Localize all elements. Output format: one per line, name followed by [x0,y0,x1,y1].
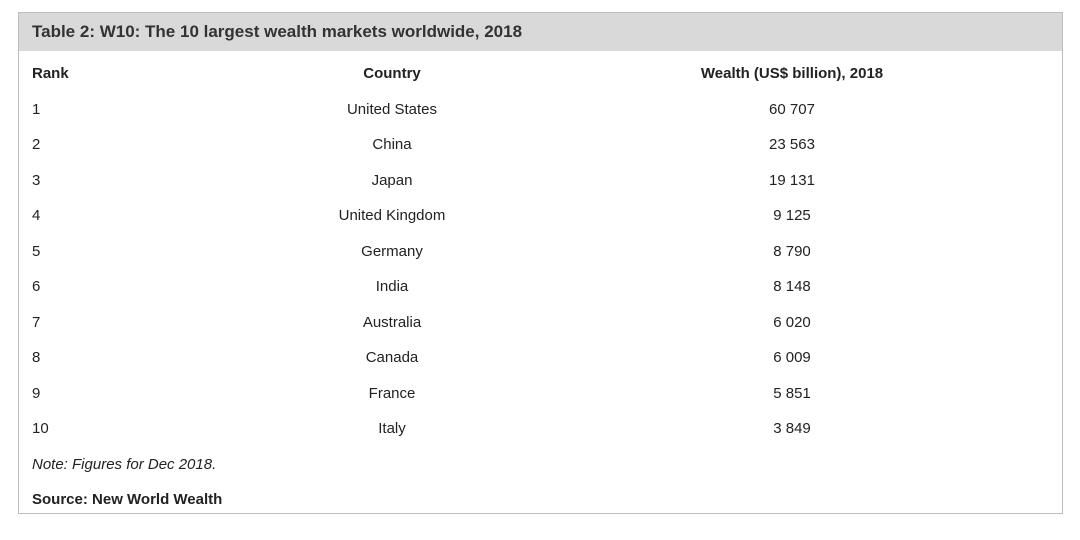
table-cell: 60 707 [769,100,815,118]
table-cell: India [375,278,409,295]
table-cell: France [368,384,416,402]
table-cell: Germany [361,242,423,260]
table-cell: 5 851 [773,384,811,402]
table-cell: 8 [32,349,41,366]
table-cell: 6 [32,278,41,295]
table-note: Note: Figures for Dec 2018. [32,455,217,473]
table-cell: 10 [32,420,49,437]
table-cell: 3 849 [773,420,811,437]
column-header: Country [363,65,421,82]
table-cell: 4 [32,207,41,224]
table-cell: 8 148 [773,278,811,295]
column-header: Wealth (US$ billion), 2018 [700,65,884,82]
table-cell: 7 [32,313,41,331]
table-cell: United States [346,100,438,118]
table-cell: United Kingdom [338,207,446,224]
table-cell: 8 790 [773,242,811,260]
table-title: Table 2: W10: The 10 largest wealth mark… [32,22,523,41]
table-cell: Italy [378,420,406,437]
table-cell: 6 009 [773,349,811,366]
column-header: Rank [32,65,69,82]
table-cell: 5 [32,242,41,260]
table-cell: 2 [32,136,41,153]
table-cell: 9 125 [773,207,811,224]
table-cell: 19 131 [769,171,815,189]
table-cell: 3 [32,171,41,189]
table-cell: Japan [371,171,413,189]
table-cell: 6 020 [773,313,811,331]
table-cell: 23 563 [769,136,815,153]
table-cell: China [372,136,412,153]
table-source: Source: New World Wealth [32,491,223,508]
table-cell: 9 [32,384,41,402]
title-bar: Table 2: W10: The 10 largest wealth mark… [19,13,1062,51]
table-box: Table 2: W10: The 10 largest wealth mark… [18,12,1063,514]
table-cell: 1 [32,100,41,118]
table-cell: Australia [362,313,422,331]
table-cell: Canada [365,349,419,366]
